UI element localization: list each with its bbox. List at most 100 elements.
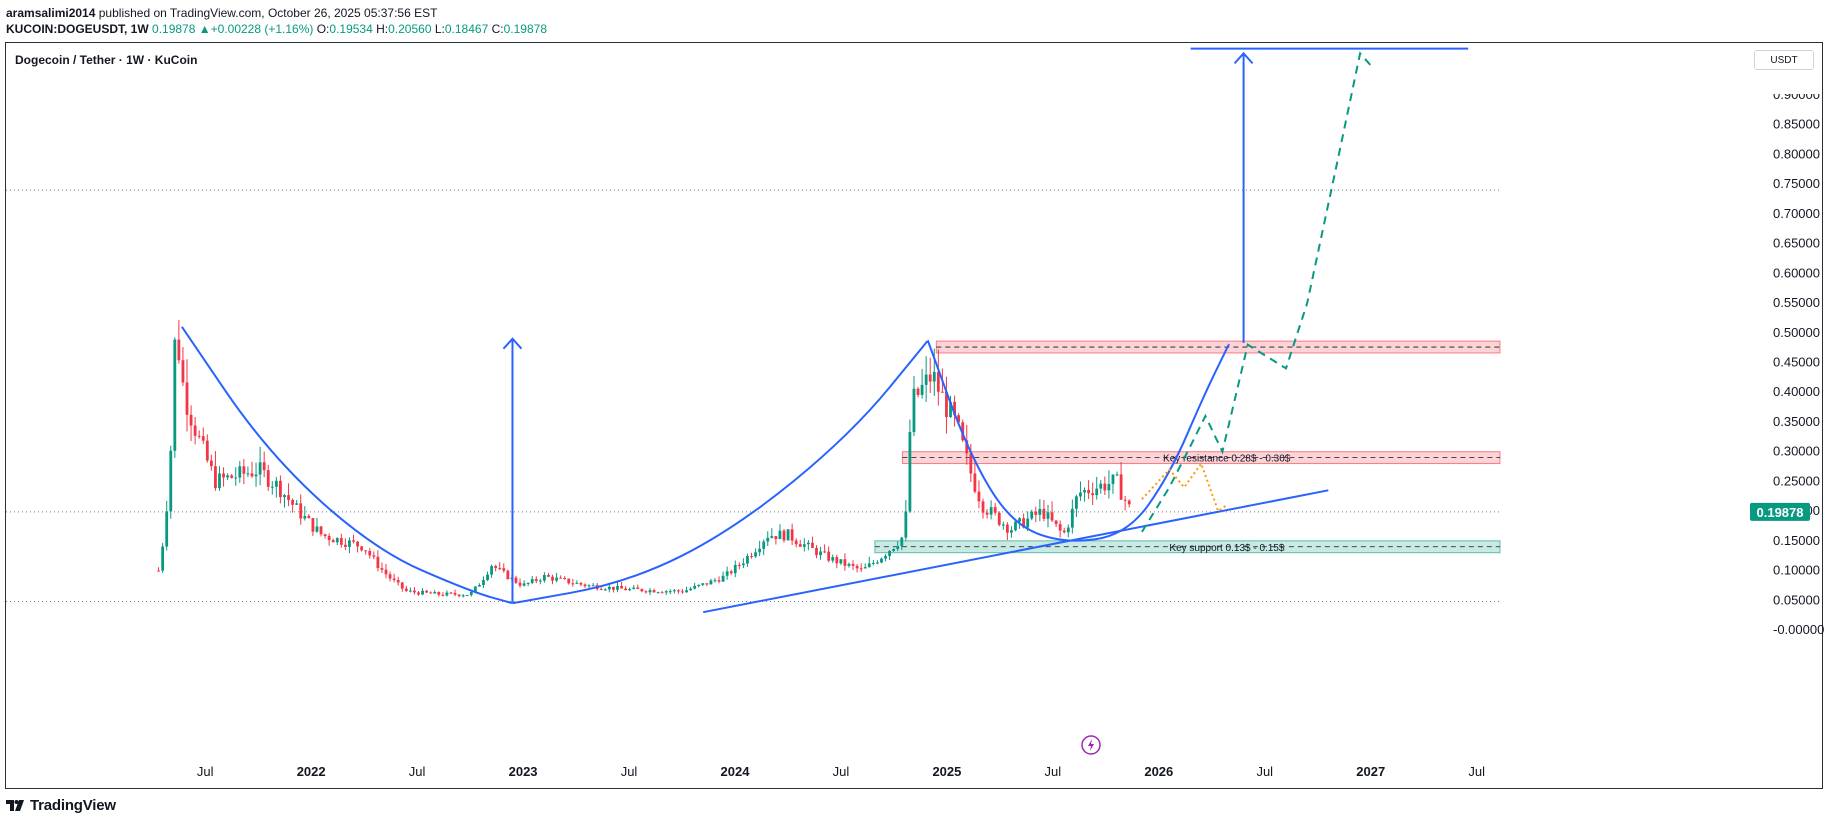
candle-body [161,546,165,571]
candle-body [1030,511,1034,519]
candle-body [741,563,745,566]
y-tick-label: 0.65000 [1773,236,1820,251]
candle-body [246,473,250,475]
y-tick-label: 0.75000 [1773,176,1820,191]
currency-label[interactable]: USDT [1754,50,1814,70]
candle-body [985,512,989,515]
left-curve-drawing[interactable] [180,325,514,605]
candle-body [364,550,368,552]
candle-body [721,575,725,582]
candle-body [1010,530,1013,533]
candle-body [628,588,632,591]
open-value: 0.19534 [329,22,373,36]
candle-body [384,569,388,575]
candle-body [851,563,855,566]
candle-body [1099,483,1103,489]
close-value: 0.19878 [503,22,547,36]
lightning-glyph [1088,739,1095,751]
candle-body [526,582,530,584]
candle-body [912,388,916,433]
x-tick-label: Jul [621,764,638,779]
candle-body [514,577,518,583]
candle-body [563,577,567,579]
candle-body [579,582,583,585]
candle-body [335,538,339,543]
candle-body [205,440,209,461]
candle-body [368,551,372,556]
candle-body [908,432,912,512]
candle-body [1070,508,1074,528]
candle-body [774,536,778,540]
candle-body [924,374,928,385]
candle-body [295,503,299,505]
candle-body [981,501,985,513]
y-tick-label: 0.40000 [1773,384,1820,399]
candle-body [530,579,534,583]
candle-body [197,435,201,437]
candle-body [656,592,660,594]
candle-body [413,590,416,593]
candle-body [315,526,319,532]
brand-name: TradingView [30,797,116,814]
candle-body [843,559,847,566]
candle-body [490,566,493,575]
candle-body [612,586,615,590]
candle-body [1091,493,1095,496]
candle-body [400,582,404,589]
candle-body [871,562,875,564]
inner-curve-drawing[interactable] [926,339,1230,542]
candle-body [953,401,956,416]
candle-body [709,580,713,585]
candle-body [640,589,644,592]
candle-body [1107,484,1111,491]
y-tick-label: 0.45000 [1773,355,1820,370]
candle-body [437,592,441,595]
candle-body [287,495,290,500]
candle-body [957,415,961,423]
chart-pane[interactable] [5,42,1823,789]
candle-body [758,548,762,553]
last-price-tag-label: 0.19878 [1757,505,1804,520]
tradingview-logo-icon [6,800,24,811]
candle-body [1054,520,1058,525]
last-price-tag [1750,502,1810,521]
y-tick-label: 0.85000 [1773,117,1820,132]
candle-body [644,591,648,593]
candle-body [270,486,274,488]
projection-path[interactable] [1141,51,1372,533]
candle-body [274,480,278,487]
candle-body [936,371,940,392]
candle-body [855,565,859,569]
candle-body [754,552,757,557]
candle-body [575,582,579,584]
candle-body [234,477,238,479]
alternate-path[interactable] [1141,461,1228,513]
candle-body [689,588,692,591]
candle-body [465,595,469,597]
candle-body [677,590,680,592]
candle-body [587,585,591,587]
candle-body [222,473,225,478]
candle-body [1034,511,1038,515]
candle-body [790,529,794,541]
candle-body [478,584,481,587]
candle-body [226,475,230,478]
candle-body [538,580,542,582]
candle-body [620,586,623,589]
candle-body [360,546,364,551]
candle-body [859,568,863,570]
candle-body [209,460,213,467]
candle-body [453,592,457,595]
trendline-drawing[interactable] [703,489,1329,614]
x-tick-label: Jul [1468,764,1485,779]
candle-body [811,542,814,548]
candle-body [555,577,558,581]
publisher-line: aramsalimi2014 published on TradingView.… [6,6,437,20]
author[interactable]: aramsalimi2014 [6,6,96,20]
candle-body [319,526,323,535]
candle-body [1046,512,1050,519]
candle-body [737,564,741,566]
tradingview-logo[interactable]: TradingView [6,797,116,814]
cup-curve-drawing[interactable] [511,339,929,605]
